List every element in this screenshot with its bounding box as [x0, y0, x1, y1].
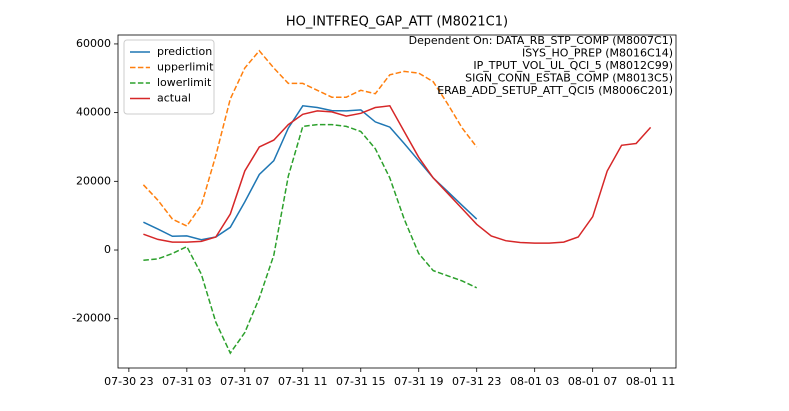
legend-label: lowerlimit	[157, 76, 212, 89]
annotation: Dependent On: DATA_RB_STP_COMP (M8007C1)	[409, 34, 673, 47]
series-line	[142, 49, 478, 227]
y-tick-label: -20000	[72, 312, 111, 325]
annotation: ERAB_ADD_SETUP_ATT_QCI5 (M8006C201)	[437, 84, 673, 97]
x-tick-label: 07-31 07	[220, 375, 269, 388]
legend-box	[123, 39, 215, 115]
x-tick-label: 07-31 19	[394, 375, 443, 388]
x-tick-label: 08-01 11	[626, 375, 675, 388]
y-tick-label: 0	[104, 243, 111, 256]
series-line	[143, 104, 652, 244]
annotation: ISYS_HO_PREP (M8016C14)	[522, 47, 673, 60]
x-tick-label: 08-01 07	[568, 375, 617, 388]
x-tick-label: 07-31 03	[162, 375, 211, 388]
annotation: SIGN_CONN_ESTAB_COMP (M8013C5)	[465, 72, 673, 85]
x-tick-label: 07-31 15	[336, 375, 385, 388]
legend-label: prediction	[157, 45, 212, 58]
series-line	[143, 123, 478, 355]
x-tick-label: 07-31 11	[278, 375, 327, 388]
series-line	[143, 105, 478, 241]
x-tick-label: 07-30 23	[104, 375, 153, 388]
annotation: IP_TPUT_VOL_UL_QCI_5 (M8012C99)	[473, 59, 673, 72]
plot-area	[117, 34, 677, 369]
x-tick-label: 07-31 23	[452, 375, 501, 388]
y-tick-label: 60000	[76, 37, 111, 50]
chart-title: HO_INTFREQ_GAP_ATT (M8021C1)	[286, 15, 508, 30]
y-tick-label: 40000	[76, 106, 111, 119]
x-tick-label: 08-01 03	[510, 375, 559, 388]
legend-label: upperlimit	[157, 61, 214, 74]
y-tick-label: 20000	[76, 174, 111, 187]
legend-label: actual	[157, 92, 191, 105]
